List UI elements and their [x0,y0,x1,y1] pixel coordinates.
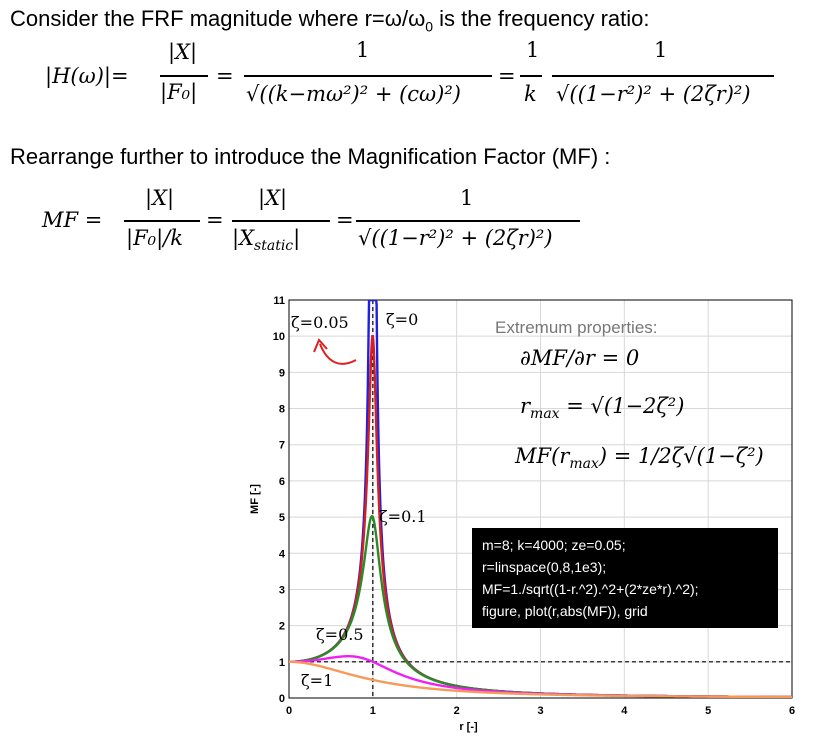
mf-den3: √((1−r²)² + (2ζr)²) [358,226,553,250]
y-tick-label: 10 [273,331,285,343]
y-tick-label: 5 [279,512,285,524]
mf-den2: |Xstatic| [232,226,300,254]
mf-fracline1 [124,220,200,222]
x-tick-label: 5 [705,705,711,717]
extremum-line1: ∂MF/∂r = 0 [520,346,640,370]
frf-fracline2 [244,75,492,77]
frf-num4: 1 [654,38,668,62]
y-tick-label: 6 [279,476,285,488]
intro-text-tail: is the frequency ratio: [433,6,650,31]
y-tick-label: 2 [279,621,285,633]
annotation-z05: ζ=0.5 [316,625,364,644]
y-tick-label: 9 [279,367,285,379]
intro-text-sub: 0 [425,18,434,35]
x-tick-label: 4 [621,705,628,717]
frf-fracline1 [160,75,208,77]
matlab-code-box: m=8; k=4000; ze=0.05; r=linspace(0,8,1e3… [472,528,778,628]
y-tick-label: 1 [279,657,285,669]
frf-num1: |X| [168,40,198,64]
annotation-z0: ζ=0 [386,310,418,329]
annotation-z1: ζ=1 [301,671,333,690]
mf-fracline3 [356,220,580,222]
y-tick-label: 3 [279,584,285,596]
mf-den2-main: |X [232,226,255,250]
frf-fracline4 [552,75,774,77]
extremum-line2: rmax = √(1−2ζ²) [520,394,684,422]
chart-annotations: ζ=0.05 ζ=0 ζ=0.1 ζ=0.5 ζ=1 [291,310,427,690]
code-line-3: MF=1./sqrt((1-r.^2).^2+(2*ze*r).^2); [482,581,699,597]
mf-eq2: = [336,208,354,232]
mf-num3: 1 [460,186,474,210]
reference-lines [289,300,792,698]
extremum-line3-sub: max [569,456,599,473]
frf-den2: √((k−mω²)² + (cω)²) [246,82,461,106]
frf-num3: 1 [526,38,540,62]
rearrange-text: Rearrange further to introduce the Magni… [10,144,611,169]
mf-fracline2 [232,220,330,222]
frf-den4: √((1−r²)² + (2ζr)²) [556,82,751,106]
x-tick-label: 1 [370,705,376,717]
frf-eq2: = [498,64,516,88]
mf-eq1: = [206,208,224,232]
extremum-line3-lhs: MF(r [515,444,570,468]
y-tick-label: 0 [279,693,285,705]
y-tick-label: 8 [279,404,285,416]
mf-lhs: MF = [42,208,103,232]
annotation-z01: ζ=0.1 [379,507,427,526]
mf-num1: |X| [145,186,175,210]
x-tick-label: 6 [789,705,795,717]
mf-den1: |F₀|/k [126,226,183,250]
y-axis-label: MF [-] [249,484,261,514]
extremum-line2-sub: max [530,406,560,423]
intro-text-main: Consider the FRF magnitude where r=ω/ω [10,6,426,31]
frf-lhs: |H(ω)|= [45,64,129,88]
frf-num2: 1 [356,38,370,62]
code-line-2: r=linspace(0,8,1e3); [482,559,607,575]
axis-ticks: 0 1 2 3 4 5 6 0 1 2 3 4 5 6 7 8 9 10 11 r [-] MF [-] [249,295,795,733]
x-axis-label: r [-] [459,721,478,733]
y-tick-label: 11 [273,295,285,307]
frf-fracline3 [520,75,542,77]
frf-den3: k [524,82,537,106]
extremum-line3-rhs: ) = 1/2ζ√(1−ζ²) [598,444,764,468]
series-lines [289,300,792,698]
intro-text: Consider the FRF magnitude where r=ω/ω0 … [10,6,650,34]
frf-equation: |H(ω)|= |X| |F₀| = 1 √((k−mω²)² + (cω)²)… [0,38,815,138]
code-line-4: figure, plot(r,abs(MF)), grid [482,603,648,619]
plot-frame [288,299,793,699]
extremum-line3: MF(rmax) = 1/2ζ√(1−ζ²) [515,444,764,472]
frf-den1: |F₀| [160,80,198,104]
annotation-z005: ζ=0.05 [291,313,349,332]
x-tick-label: 0 [286,705,292,717]
mf-equation: MF = |X| |F₀|/k = |X| |Xstatic| = 1 √((1… [0,186,815,282]
x-tick-label: 3 [537,705,543,717]
extremum-line2-rhs: = √(1−2ζ²) [559,394,685,418]
extremum-title: Extremum properties: [495,318,658,337]
y-tick-label: 7 [279,440,285,452]
y-tick-label: 4 [279,548,286,560]
mf-den2-sub: static [254,238,294,255]
x-tick-label: 2 [454,705,460,717]
mf-num2: |X| [258,186,288,210]
extremum-line2-lhs: r [520,394,531,418]
mf-den2-end: | [293,226,301,250]
red-arrow-icon [313,338,357,365]
series-line [289,660,792,698]
frf-eq1: = [216,64,234,88]
code-line-1: m=8; k=4000; ze=0.05; [482,537,626,553]
